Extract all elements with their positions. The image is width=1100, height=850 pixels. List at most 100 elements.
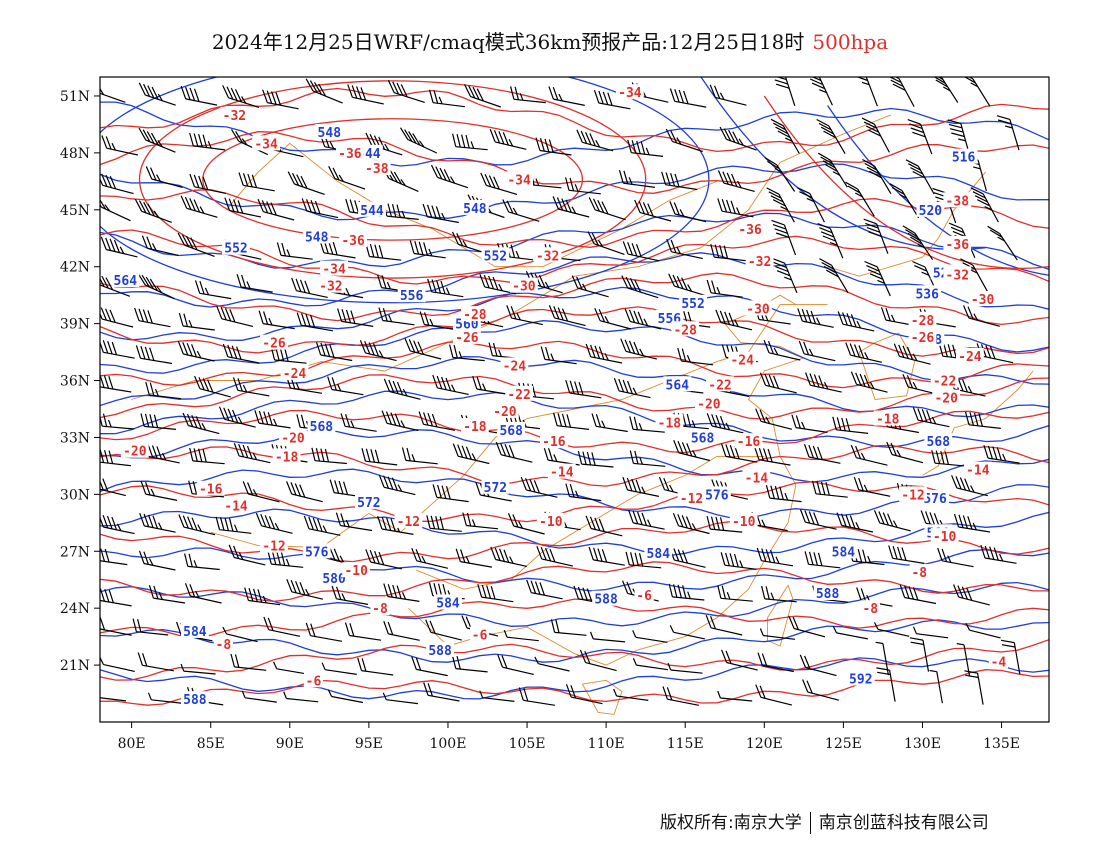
temperature-label: -12	[394, 512, 423, 530]
wind-barb	[705, 614, 743, 636]
wind-barb	[365, 132, 403, 156]
wind-barb	[409, 240, 446, 259]
height-contour	[100, 508, 1049, 557]
wind-barb	[422, 203, 459, 224]
wind-barb	[964, 670, 984, 705]
temperature-label-text: -20	[123, 445, 147, 460]
wind-barb	[381, 410, 419, 432]
label-background	[921, 490, 949, 506]
wind-barb	[588, 546, 625, 566]
wind-barb	[303, 515, 341, 536]
label-background	[536, 512, 565, 528]
wind-barb	[305, 622, 343, 642]
wind-barb	[717, 690, 753, 702]
temperature-label-text: -28	[673, 323, 697, 338]
label-background	[736, 220, 764, 236]
height-label: 588	[426, 641, 454, 659]
temperature-label: -20	[491, 402, 519, 420]
trough-contour	[763, 95, 1049, 270]
wind-barb	[100, 275, 131, 297]
wind-barb	[100, 307, 134, 328]
wind-barb	[140, 481, 178, 501]
wind-barb	[548, 86, 585, 106]
wind-barb	[754, 446, 791, 466]
temperature-label: -32	[745, 253, 774, 270]
wind-barb	[425, 619, 462, 641]
temperature-label: -6	[303, 672, 324, 689]
wind-barb	[929, 669, 943, 704]
temperature-label-text: -18	[658, 416, 682, 431]
temperature-label: -28	[671, 321, 700, 338]
wind-barb	[432, 484, 469, 503]
label-background	[728, 351, 757, 367]
label-background	[873, 410, 902, 426]
temperature-label-text: -24	[730, 354, 754, 369]
wind-barb	[893, 343, 931, 365]
height-label-text: 588	[816, 587, 840, 602]
temperature-label: -8	[213, 636, 233, 653]
wind-barb	[755, 408, 793, 430]
height-label: 584	[434, 594, 462, 612]
temperature-label-text: -12	[901, 488, 924, 503]
wind-barb	[180, 85, 218, 106]
wind-barb	[668, 583, 705, 601]
height-label-text: 588	[428, 644, 452, 659]
wind-barb	[449, 344, 485, 362]
wind-barb	[141, 235, 179, 256]
temperature-label: -26	[453, 328, 481, 346]
wind-barb	[189, 447, 225, 465]
label-background	[307, 418, 336, 434]
temperature-label-text: -6	[472, 629, 488, 644]
wind-barb	[850, 371, 888, 393]
height-label-text: 568	[310, 420, 334, 435]
label-background	[846, 670, 875, 686]
wind-barb	[502, 199, 540, 222]
wind-barb	[194, 375, 231, 398]
y-tick-label: 21N	[60, 658, 90, 674]
height-label: 576	[703, 486, 731, 503]
temperature-label-text: -20	[493, 405, 517, 420]
height-label-text: 584	[647, 547, 671, 562]
wind-barb	[886, 441, 924, 464]
label-background	[453, 328, 481, 344]
wind-barb	[257, 198, 295, 221]
wind-barb	[889, 183, 920, 219]
label-background	[497, 421, 526, 437]
temperature-label-text: -36	[738, 223, 762, 238]
wind-barb	[1000, 639, 1021, 675]
wind-barb	[145, 166, 183, 188]
label-background	[679, 294, 707, 310]
temperature-label-text: -16	[737, 435, 761, 450]
y-tick-label: 51N	[60, 89, 90, 105]
wind-barb	[340, 413, 377, 432]
boundary-line	[858, 332, 916, 400]
wind-barb	[132, 618, 169, 636]
wind-barb	[861, 117, 890, 153]
height-label: 544	[358, 201, 386, 219]
wind-barb	[327, 376, 364, 396]
label-background	[592, 590, 620, 606]
wind-barb	[287, 171, 325, 195]
y-tick-label: 39N	[60, 317, 90, 333]
wind-barb	[100, 340, 135, 359]
temperature-label-text: -36	[341, 234, 365, 249]
temperature-label: -20	[932, 389, 961, 407]
label-background	[181, 691, 209, 707]
temperature-label-text: -10	[344, 564, 368, 579]
temperature-label-text: -20	[697, 397, 721, 412]
label-background	[634, 586, 654, 602]
wind-barb	[862, 158, 892, 195]
y-tick-label: 24N	[60, 601, 90, 617]
temperature-label-text: -32	[748, 255, 771, 270]
temperature-label: -24	[500, 357, 529, 374]
wind-barb	[518, 687, 555, 706]
temperature-label: -36	[736, 220, 764, 238]
height-label-text: 588	[594, 593, 618, 608]
temperature-labels: -34-32-34-36-38-34-36-34-32 -30-32 -32-36-…	[120, 84, 1008, 689]
label-background	[671, 321, 700, 337]
temperature-label-text: -34	[507, 173, 531, 188]
wind-barb	[455, 548, 493, 568]
wind-barb	[321, 662, 357, 675]
wind-barb	[771, 219, 797, 256]
